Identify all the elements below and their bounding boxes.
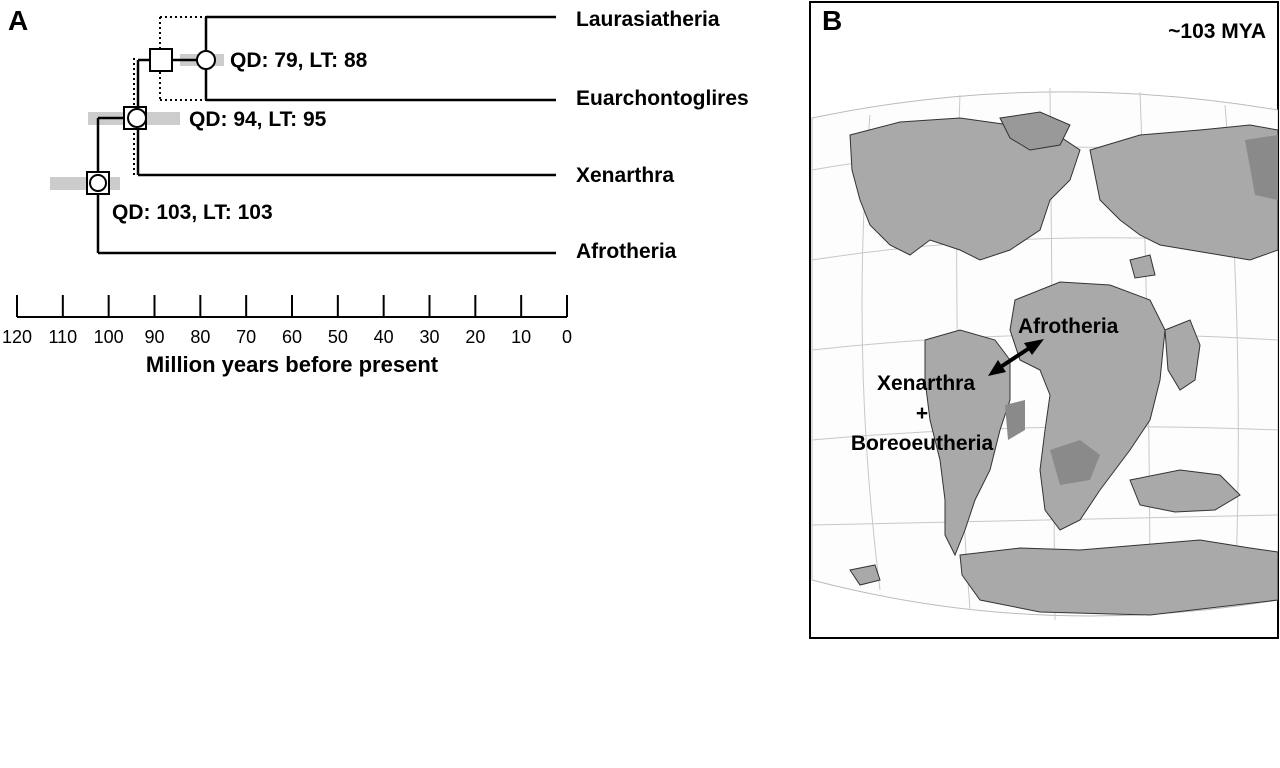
time-axis: 120 110 100 90 80 70 60 50 40 30 20 10 0 Million yea…	[2, 295, 572, 377]
axis-tick-label: 110	[48, 327, 77, 347]
axis-tick-label: 50	[328, 327, 348, 347]
axis-tick-label: 10	[511, 327, 531, 347]
paleomap	[811, 87, 1278, 621]
lt-node-marker	[196, 50, 216, 70]
axis-tick-label: 20	[465, 327, 485, 347]
landmass-shading	[1245, 135, 1278, 200]
axis-tick-label: 70	[236, 327, 256, 347]
axis-tick-label: 0	[562, 327, 572, 347]
panel-a-label: A	[8, 5, 28, 36]
qd-node-marker	[149, 48, 173, 72]
axis-title: Million years before present	[146, 352, 439, 377]
axis-tick-label: 120	[2, 327, 32, 347]
axis-tick-label: 80	[190, 327, 210, 347]
map-label-xenarthra: Xenarthra	[877, 372, 975, 395]
map-age-label: ~103 MYA	[1168, 20, 1266, 43]
taxon-label-laurasiatheria: Laurasiatheria	[576, 8, 720, 31]
landmass-south-america	[924, 329, 1011, 557]
axis-tick-label: 30	[419, 327, 439, 347]
taxon-label-afrotheria: Afrotheria	[576, 240, 677, 263]
panel-a: A QD: 79	[2, 5, 749, 377]
panel-b: B ~103 MYA Afrotheria Xenarthra + Boreoe…	[809, 1, 1279, 639]
vicariance-arrow	[988, 339, 1044, 376]
node-label-placentalia: QD: 103, LT: 103	[112, 201, 273, 224]
qd-tree	[133, 16, 206, 175]
taxon-label-xenarthra: Xenarthra	[576, 164, 674, 187]
axis-tick-label: 40	[374, 327, 394, 347]
node-label-boreoeutheria: QD: 94, LT: 95	[189, 108, 327, 131]
landmass-africa	[1009, 281, 1166, 531]
node-label-laurasiatheria-euarchontoglires: QD: 79, LT: 88	[230, 49, 368, 72]
map-label-plus: +	[916, 402, 928, 425]
panel-b-label: B	[822, 5, 842, 36]
taxon-label-euarchontoglires: Euarchontoglires	[576, 87, 749, 110]
landmass-island	[1129, 254, 1156, 279]
landmass-island	[849, 564, 881, 586]
landmass-greenland	[999, 111, 1071, 151]
landmass-australia	[1129, 469, 1241, 513]
lt-node-marker	[89, 174, 107, 192]
map-label-boreoeutheria: Boreoeutheria	[851, 432, 994, 455]
axis-tick-label: 100	[94, 327, 124, 347]
axis-tick-label: 90	[144, 327, 164, 347]
landmass-eurasia	[1089, 124, 1278, 261]
map-label-afrotheria: Afrotheria	[1018, 315, 1119, 338]
lt-node-marker	[127, 108, 147, 128]
landmass-shading	[1050, 440, 1100, 485]
landmass-shading	[1005, 400, 1025, 440]
landmass-antarctica	[959, 539, 1278, 616]
axis-tick-label: 60	[282, 327, 302, 347]
landmass-madagascar	[1164, 319, 1201, 391]
